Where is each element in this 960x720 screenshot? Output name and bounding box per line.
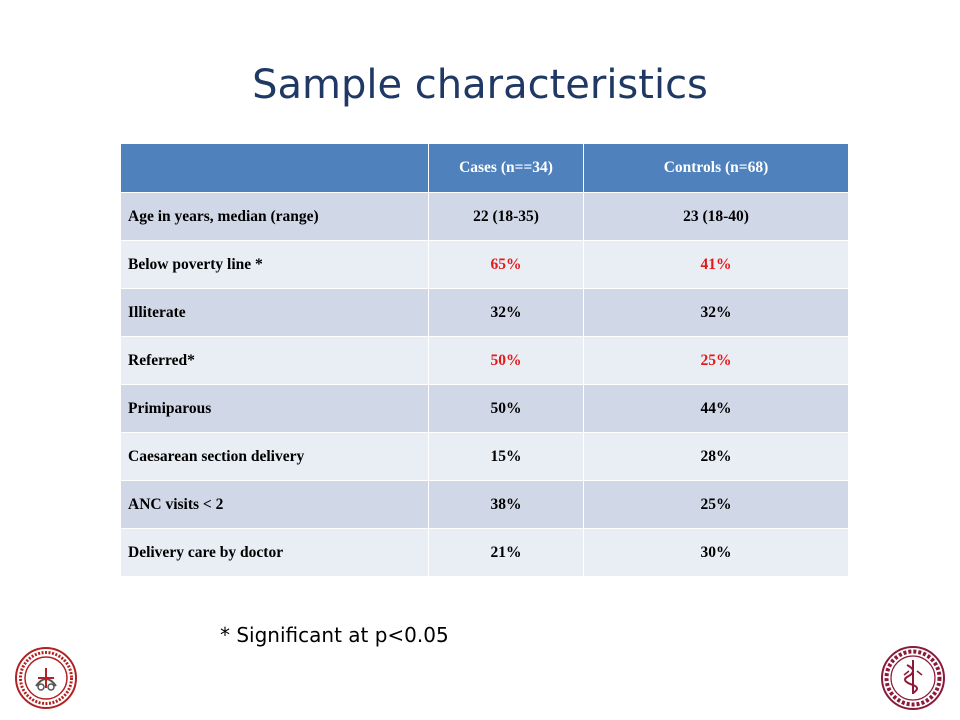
row-label: Referred* [120, 336, 429, 385]
controls-value: 41% [583, 240, 849, 289]
table-row: Delivery care by doctor 21% 30% [120, 528, 849, 577]
header-cases: Cases (n==34) [428, 143, 584, 193]
controls-value: 44% [583, 384, 849, 433]
cases-value: 50% [428, 384, 584, 433]
cases-value: 32% [428, 288, 584, 337]
cases-value: 65% [428, 240, 584, 289]
cases-value: 50% [428, 336, 584, 385]
characteristics-table: Cases (n==34) Controls (n=68) Age in yea… [120, 143, 849, 577]
table-header-row: Cases (n==34) Controls (n=68) [120, 143, 849, 193]
controls-value: 30% [583, 528, 849, 577]
table-row: ANC visits < 2 38% 25% [120, 480, 849, 529]
table-row: Illiterate 32% 32% [120, 288, 849, 337]
row-label: ANC visits < 2 [120, 480, 429, 529]
row-label: Below poverty line * [120, 240, 429, 289]
controls-value: 25% [583, 480, 849, 529]
table-row: Caesarean section delivery 15% 28% [120, 432, 849, 481]
table-row: Primiparous 50% 44% [120, 384, 849, 433]
table-row: Referred* 50% 25% [120, 336, 849, 385]
row-label: Illiterate [120, 288, 429, 337]
cases-value: 21% [428, 528, 584, 577]
table-row: Below poverty line * 65% 41% [120, 240, 849, 289]
row-label: Delivery care by doctor [120, 528, 429, 577]
table-row: Age in years, median (range) 22 (18-35) … [120, 192, 849, 241]
controls-value: 28% [583, 432, 849, 481]
karolinska-institutet-seal-icon [881, 646, 945, 710]
row-label: Age in years, median (range) [120, 192, 429, 241]
row-label: Primiparous [120, 384, 429, 433]
cases-value: 22 (18-35) [428, 192, 584, 241]
cases-value: 15% [428, 432, 584, 481]
controls-value: 25% [583, 336, 849, 385]
controls-value: 32% [583, 288, 849, 337]
cases-value: 38% [428, 480, 584, 529]
controls-value: 23 (18-40) [583, 192, 849, 241]
medical-college-seal-icon [15, 647, 77, 709]
table-body: Age in years, median (range) 22 (18-35) … [120, 192, 849, 577]
significance-footnote: * Significant at p<0.05 [220, 623, 449, 647]
header-blank [120, 143, 429, 193]
row-label: Caesarean section delivery [120, 432, 429, 481]
slide-title: Sample characteristics [252, 62, 708, 108]
header-controls: Controls (n=68) [583, 143, 849, 193]
